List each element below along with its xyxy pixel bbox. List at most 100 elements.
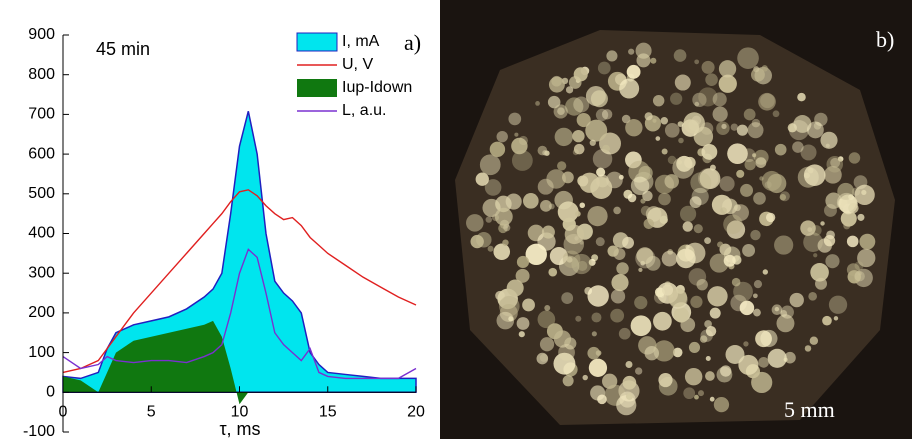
grain — [741, 148, 756, 163]
grain — [479, 154, 501, 176]
grain — [587, 205, 608, 227]
grain — [699, 168, 721, 190]
grain — [635, 367, 643, 375]
x-axis-label: τ, ms — [219, 419, 260, 439]
grain — [726, 220, 746, 239]
grain — [565, 86, 574, 94]
y-tick-label: 600 — [28, 145, 55, 162]
grain — [701, 60, 715, 74]
grain — [747, 122, 764, 139]
grain — [587, 285, 609, 307]
grain — [523, 193, 539, 209]
grain — [489, 141, 506, 158]
grain — [625, 392, 633, 400]
grain — [824, 165, 842, 184]
grain — [548, 267, 558, 277]
grain — [638, 165, 653, 181]
grain — [514, 132, 519, 137]
grain — [553, 104, 568, 119]
grain — [673, 307, 689, 323]
grain — [508, 316, 514, 322]
grain — [694, 394, 699, 400]
grain — [780, 305, 794, 319]
grain — [712, 106, 728, 122]
legend-swatch — [296, 32, 338, 52]
grain — [493, 243, 511, 261]
grain — [840, 210, 857, 227]
grain — [826, 156, 844, 173]
grain — [743, 341, 749, 347]
grain — [836, 192, 857, 213]
grain — [678, 137, 684, 144]
grain — [774, 143, 787, 156]
grain — [837, 198, 848, 208]
grain — [804, 345, 812, 352]
grain — [753, 280, 763, 289]
grain — [537, 310, 556, 329]
grain — [518, 135, 528, 146]
grain — [503, 224, 511, 232]
grain — [837, 156, 844, 162]
grain — [824, 204, 837, 217]
grain — [664, 122, 680, 138]
grain — [833, 316, 839, 321]
grain — [800, 220, 816, 236]
grain — [704, 237, 711, 245]
grain — [705, 325, 717, 337]
grain — [562, 250, 581, 269]
grain — [498, 295, 520, 317]
grain — [846, 235, 859, 248]
grain — [626, 64, 641, 79]
grain — [696, 278, 708, 291]
grain — [698, 87, 718, 107]
annotation: 45 min — [96, 39, 150, 59]
x-tick-label: 5 — [147, 404, 156, 421]
grain — [658, 192, 671, 206]
grain — [691, 187, 709, 206]
grain — [718, 60, 737, 78]
area — [62, 111, 417, 394]
grain — [562, 217, 576, 231]
grain — [679, 205, 697, 223]
grain — [549, 247, 568, 266]
grain — [661, 284, 674, 296]
line — [62, 189, 417, 374]
grain — [597, 61, 611, 75]
grain — [587, 346, 601, 360]
grain — [792, 141, 804, 153]
grain — [522, 298, 535, 312]
grain — [854, 270, 865, 282]
legend-label: Iup-Idown — [342, 79, 412, 96]
grain — [575, 211, 581, 217]
grain — [780, 310, 788, 317]
sample-blob — [455, 30, 895, 425]
grain — [846, 263, 860, 277]
grain — [672, 156, 695, 179]
grain — [596, 167, 606, 177]
grain — [518, 331, 525, 338]
grain — [496, 130, 508, 143]
grain — [588, 358, 608, 377]
grain — [684, 242, 706, 264]
grain — [751, 67, 765, 82]
grain — [707, 286, 728, 307]
grain — [709, 307, 721, 319]
grain — [807, 167, 814, 174]
grain — [762, 269, 768, 275]
grain — [636, 53, 651, 68]
grain — [723, 214, 743, 235]
grain — [516, 255, 530, 269]
grain — [755, 157, 767, 168]
y-tick-label: 100 — [28, 344, 55, 361]
grain — [496, 311, 515, 330]
grain — [788, 120, 810, 141]
grain — [848, 194, 855, 200]
grain — [750, 229, 761, 241]
grain — [753, 192, 766, 205]
grain — [540, 199, 552, 212]
grain — [767, 173, 787, 194]
grain — [660, 116, 669, 125]
grain — [705, 371, 715, 381]
grain — [733, 281, 753, 302]
grain — [668, 288, 688, 308]
